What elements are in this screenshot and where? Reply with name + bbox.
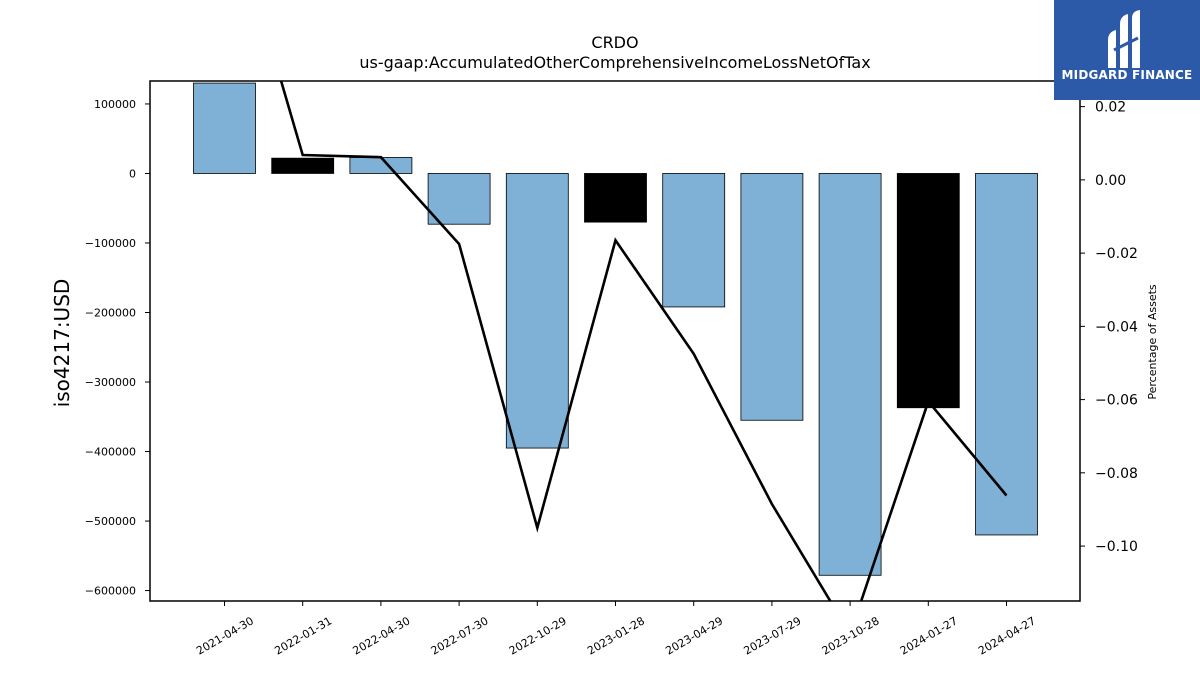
- y-tick-label: −500000: [85, 515, 136, 528]
- y2-tick-label: −0.10: [1095, 539, 1138, 555]
- y2-tick-label: 0.02: [1095, 100, 1126, 116]
- bar-2023-10-28: [818, 173, 882, 576]
- bar-2023-04-29: [662, 173, 726, 308]
- x-tick-label: 2024-01-27: [898, 614, 960, 657]
- x-tick-label: 2022-07-30: [429, 614, 491, 657]
- bar-2021-04-30: [193, 82, 256, 174]
- line-layer: [279, 81, 1008, 601]
- y2-tick-label: 0.00: [1095, 173, 1126, 189]
- logo-mark-icon: [1108, 10, 1140, 68]
- x-tick-label: 2021-04-30: [194, 614, 256, 657]
- bar-2022-07-30: [427, 173, 491, 225]
- bar-2024-04-27: [975, 173, 1038, 536]
- x-tick-label: 2023-04-29: [663, 614, 725, 657]
- y-tick-label: −600000: [85, 585, 136, 598]
- x-tick-label: 2023-07-29: [742, 614, 804, 657]
- y2-tick-label: −0.02: [1095, 246, 1138, 262]
- x-tick-label: 2023-10-28: [820, 614, 882, 657]
- chart-title: CRDO: [591, 33, 638, 52]
- bars-layer: [193, 82, 1038, 576]
- y2-tick-label: −0.04: [1095, 319, 1138, 335]
- y-tick-label: 100000: [94, 98, 136, 111]
- y-tick-label: −100000: [85, 237, 136, 250]
- logo: MIDGARD FINANCE: [1054, 0, 1200, 100]
- x-tick-label: 2023-01-28: [585, 614, 647, 657]
- chart-subtitle: us-gaap:AccumulatedOtherComprehensiveInc…: [359, 53, 870, 72]
- y-tick-label: −400000: [85, 446, 136, 459]
- x-tick-label: 2022-10-29: [507, 614, 569, 657]
- y-tick-label: 0: [129, 167, 136, 180]
- y2-axis-label: Percentage of Assets: [1146, 284, 1159, 400]
- x-tick-label: 2024-04-27: [976, 614, 1038, 657]
- y2-tick-label: −0.06: [1095, 393, 1138, 409]
- y-tick-label: −300000: [85, 376, 136, 389]
- bar-2022-04-30: [349, 157, 413, 174]
- x-tick-label: 2022-04-30: [351, 614, 413, 657]
- bar-2023-01-28: [584, 173, 647, 223]
- y-tick-label: −200000: [85, 306, 136, 319]
- bar-2024-01-27: [896, 173, 960, 409]
- y2-tick-label: −0.08: [1095, 466, 1138, 482]
- bar-2022-01-31: [271, 157, 335, 174]
- y-axis-label: iso4217:USD: [50, 279, 74, 408]
- bar-2023-07-29: [740, 173, 804, 421]
- bar-2022-10-29: [505, 173, 569, 449]
- logo-text: MIDGARD FINANCE: [1061, 68, 1193, 82]
- x-tick-label: 2022-01-31: [272, 614, 334, 657]
- series-line: [279, 81, 1008, 601]
